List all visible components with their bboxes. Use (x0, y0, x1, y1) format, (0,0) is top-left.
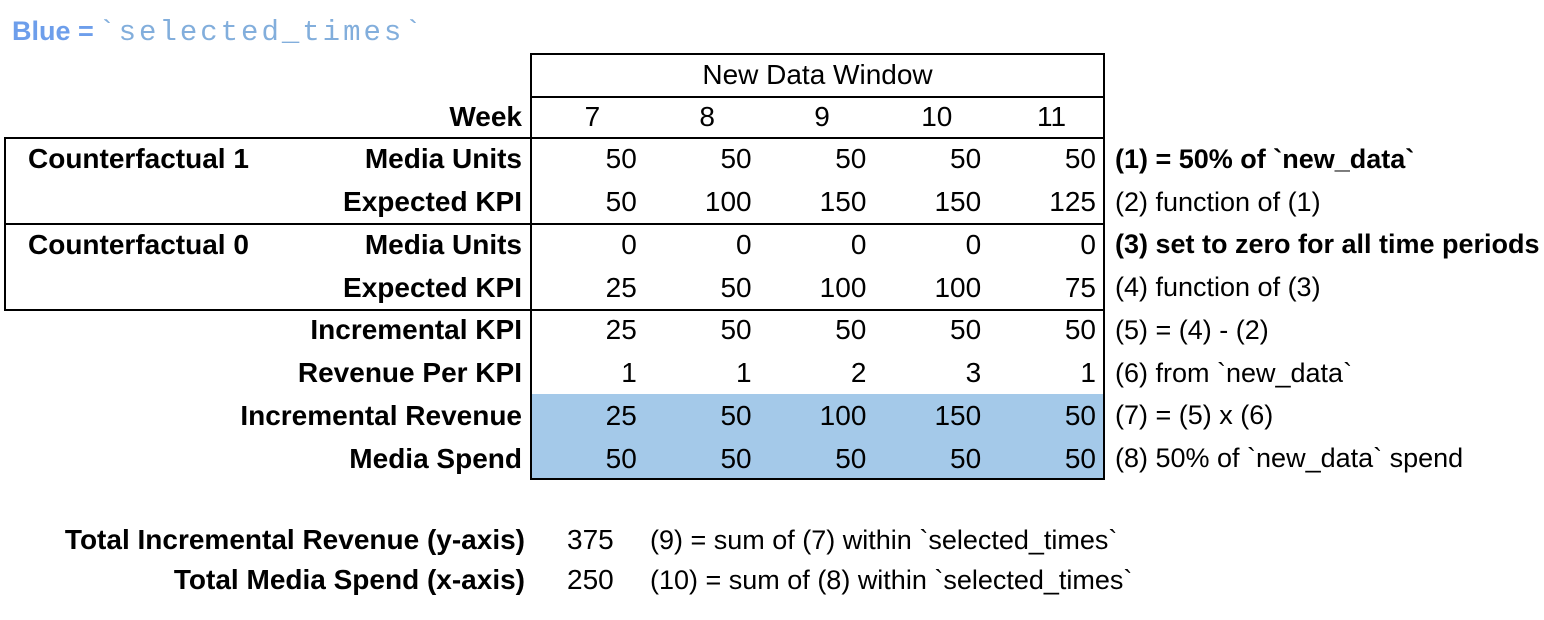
value-cell: 100 (819, 271, 867, 303)
value-cell: 50 (1064, 143, 1096, 175)
value-cell: 50 (835, 143, 867, 175)
row-label: Revenue Per KPI (297, 357, 522, 389)
total-media-spend-row: Total Media Spend (x-axis) 250 (10) = su… (0, 564, 1133, 596)
row-incremental-kpi: Incremental KPI 25 50 50 50 50 (5) = (4)… (0, 309, 1269, 352)
total-annotation: (10) = sum of (8) within `selected_times… (650, 564, 1133, 595)
value-cell: 2 (850, 357, 867, 389)
value-cell: 75 (1064, 271, 1096, 303)
value-cell: 150 (934, 186, 982, 218)
value-cell: 50 (720, 399, 752, 431)
legend: Blue = `selected_times` (12, 16, 425, 49)
row-annotation: (1) = 50% of `new_data` (1114, 143, 1415, 174)
row-label: Incremental Revenue (240, 399, 522, 431)
counterfactual-0-label: Counterfactual 0 (28, 228, 249, 260)
value-cell: 50 (950, 442, 982, 474)
row-label: Media Spend (349, 442, 522, 474)
row-annotation: (8) 50% of `new_data` spend (1114, 443, 1464, 474)
total-label: Total Incremental Revenue (y-axis) (64, 524, 525, 555)
week-cell: 10 (921, 101, 953, 132)
value-cell: 100 (934, 271, 982, 303)
value-cell: 100 (819, 399, 867, 431)
value-cell: 50 (835, 314, 867, 346)
value-cell: 25 (605, 314, 637, 346)
row-label: Expected KPI (343, 271, 522, 303)
row-annotation: (2) function of (1) (1114, 186, 1321, 217)
value-cell: 25 (605, 271, 637, 303)
value-cell: 0 (621, 228, 637, 260)
row-expected-kpi-cf0: Expected KPI 25 50 100 100 75 (4) functi… (0, 266, 1321, 309)
value-cell: 0 (1080, 228, 1096, 260)
row-annotation: (5) = (4) - (2) (1114, 314, 1269, 345)
new-data-window-header: New Data Window (702, 58, 933, 90)
value-cell: 50 (720, 314, 752, 346)
value-cell: 0 (736, 228, 752, 260)
week-cell: 8 (699, 101, 715, 132)
row-media-units-cf1: Media Units 50 50 50 50 50 (1) = 50% of … (0, 138, 1414, 181)
week-label: Week (449, 101, 522, 132)
week-cell: 9 (814, 101, 830, 132)
total-value: 375 (567, 524, 614, 555)
row-label: Media Units (364, 143, 522, 175)
week-cell: 7 (584, 101, 601, 132)
row-label: Media Units (364, 228, 522, 260)
value-cell: 50 (950, 314, 982, 346)
selected-times-highlight (532, 394, 1103, 478)
week-cell: 11 (1037, 101, 1067, 132)
total-annotation: (9) = sum of (7) within `selected_times` (650, 524, 1118, 555)
row-media-units-cf0: Media Units 0 0 0 0 0 (3) set to zero fo… (0, 224, 1540, 267)
row-annotation: (4) function of (3) (1114, 272, 1321, 303)
value-cell: 150 (934, 399, 982, 431)
row-media-spend: Media Spend 50 50 50 50 50 (8) 50% of `n… (0, 437, 1463, 480)
total-incremental-revenue-row: Total Incremental Revenue (y-axis) 375 (… (0, 524, 1117, 556)
value-cell: 150 (819, 186, 867, 218)
value-cell: 50 (605, 186, 637, 218)
counterfactual-1-label: Counterfactual 1 (28, 143, 249, 175)
legend-code: `selected_times` (98, 16, 425, 49)
value-cell: 50 (1064, 314, 1096, 346)
value-cell: 50 (1064, 442, 1096, 474)
row-incremental-revenue: Incremental Revenue 25 50 100 150 50 (7)… (0, 395, 1273, 438)
row-label: Incremental KPI (310, 314, 522, 346)
week-row: Week 7 8 9 10 11 (0, 96, 1105, 138)
row-label: Expected KPI (343, 186, 522, 218)
value-cell: 1 (621, 357, 637, 389)
value-cell: 125 (1049, 186, 1096, 218)
row-annotation: (6) from `new_data` (1114, 357, 1353, 388)
value-cell: 50 (605, 143, 637, 175)
total-label: Total Media Spend (x-axis) (173, 564, 525, 595)
total-value: 250 (567, 564, 614, 595)
row-annotation: (7) = (5) x (6) (1114, 400, 1274, 431)
value-cell: 50 (720, 143, 752, 175)
value-cell: 50 (1064, 399, 1096, 431)
value-cell: 50 (720, 271, 752, 303)
legend-label: Blue = (12, 16, 94, 46)
row-revenue-per-kpi: Revenue Per KPI 1 1 2 3 1 (6) from `new_… (0, 352, 1352, 395)
value-cell: 50 (605, 442, 637, 474)
value-cell: 100 (704, 186, 752, 218)
value-cell: 50 (950, 143, 982, 175)
row-expected-kpi-cf1: Expected KPI 50 100 150 150 125 (2) func… (0, 181, 1321, 224)
value-cell: 50 (720, 442, 752, 474)
row-annotation: (3) set to zero for all time periods (1114, 229, 1540, 260)
value-cell: 1 (1080, 357, 1096, 389)
value-cell: 3 (965, 357, 982, 389)
value-cell: 50 (835, 442, 867, 474)
value-cell: 0 (965, 228, 982, 260)
value-cell: 1 (736, 357, 752, 389)
value-cell: 25 (605, 399, 637, 431)
value-cell: 0 (850, 228, 867, 260)
